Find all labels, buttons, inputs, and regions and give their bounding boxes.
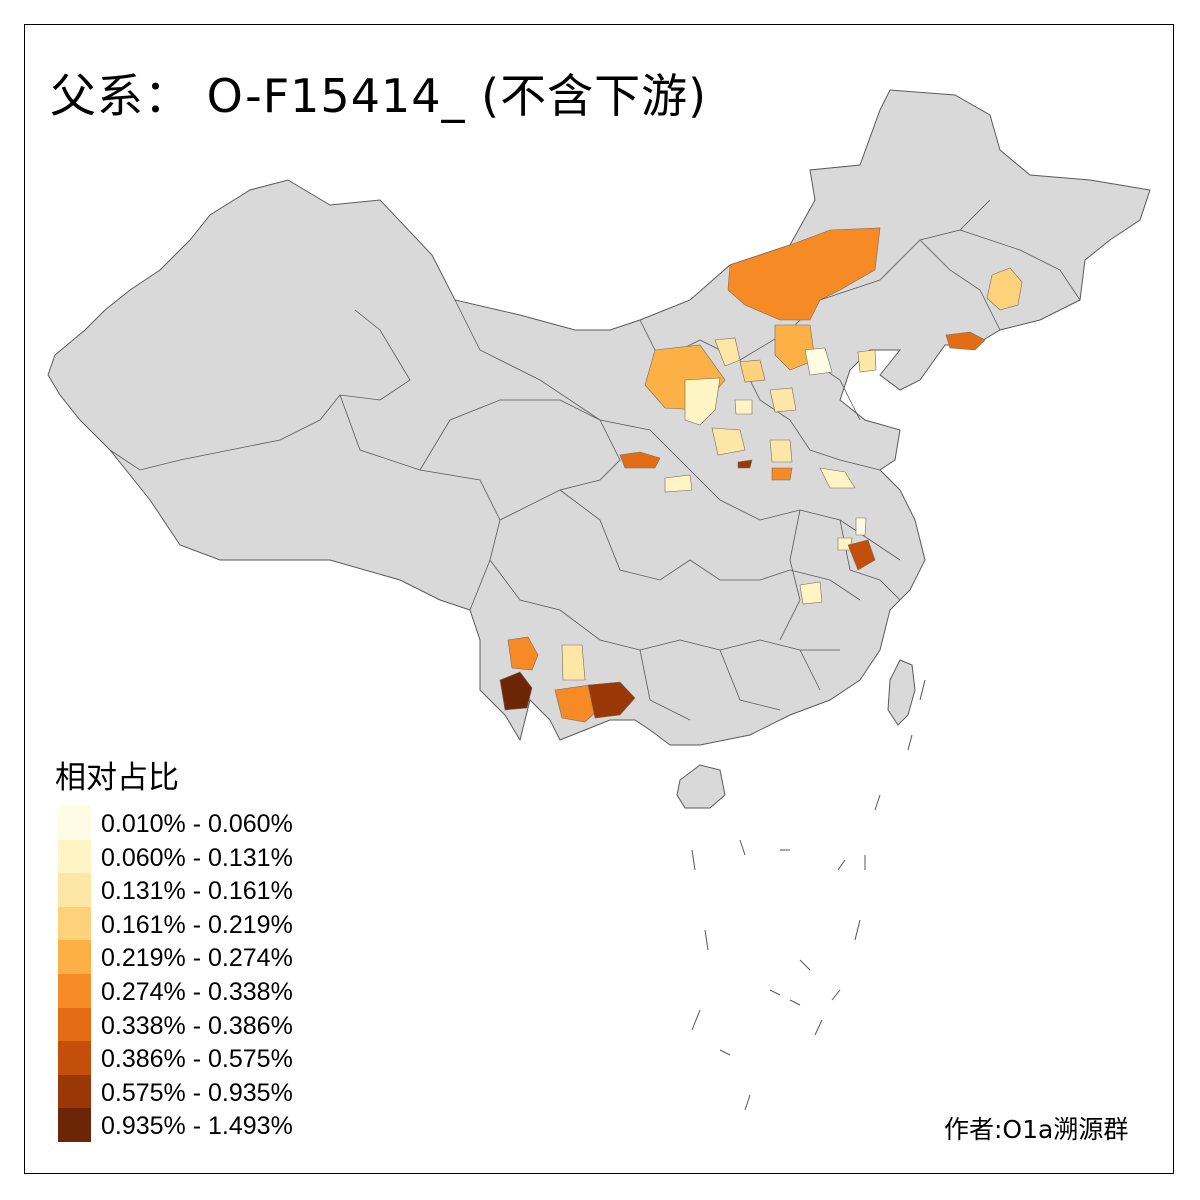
hainan-island <box>676 764 726 809</box>
island-mark <box>814 1019 823 1036</box>
region-tianjin <box>857 349 877 373</box>
region-beijing <box>804 347 833 376</box>
highlighted-regions <box>499 227 1023 723</box>
island-mark <box>799 959 811 971</box>
legend-label: 0.219% - 0.274% <box>101 944 293 973</box>
region-puer <box>561 644 586 681</box>
island-mark <box>691 1009 701 1031</box>
legend-label: 0.575% - 0.935% <box>101 1078 293 1107</box>
island-mark <box>837 859 846 871</box>
legend-label: 0.060% - 0.131% <box>101 843 293 872</box>
island-mark <box>739 839 746 856</box>
border-sichuan <box>559 489 861 601</box>
region-zhengzhou <box>771 467 793 481</box>
legend-label: 0.386% - 0.575% <box>101 1045 293 1074</box>
legend-swatch <box>58 1041 91 1075</box>
region-linfen <box>711 427 746 456</box>
legend-label: 0.274% - 0.338% <box>101 977 293 1006</box>
region-shijiazhuang <box>769 387 797 413</box>
region-hulunbuir <box>727 227 881 321</box>
island-mark <box>744 1094 751 1111</box>
taiwan-island <box>887 659 916 726</box>
region-xuancheng <box>847 539 876 571</box>
legend-swatch <box>58 906 91 941</box>
border-xinjiang <box>109 309 411 471</box>
border-northeast <box>919 229 1081 331</box>
legend-label: 0.010% - 0.060% <box>101 810 293 838</box>
region-nm-south <box>774 324 816 371</box>
island-mark <box>719 1049 731 1056</box>
legend-label: 0.161% - 0.219% <box>101 910 293 939</box>
region-baoshan <box>507 636 539 671</box>
island-mark <box>854 919 861 941</box>
island-mark <box>874 794 881 811</box>
mainland-outline <box>47 89 1151 746</box>
region-xishuangbanna <box>554 684 599 723</box>
region-hohhot <box>714 337 741 367</box>
region-pingliang <box>619 451 661 469</box>
legend-swatch <box>58 973 91 1008</box>
legend-swatch <box>58 839 91 874</box>
author-credit: 作者:O1a溯源群 <box>944 1115 1129 1144</box>
region-handan <box>769 439 793 463</box>
legend-swatch <box>58 1074 91 1109</box>
region-dehong <box>499 671 533 711</box>
region-tianshui <box>664 474 693 493</box>
region-xian <box>737 459 753 469</box>
island-mark <box>704 929 709 951</box>
island-mark <box>789 999 801 1006</box>
legend-label: 0.935% - 1.493% <box>101 1112 293 1141</box>
region-taiyuan <box>734 399 753 415</box>
map-title: 父系： O-F15414_ (不含下游) <box>50 69 708 123</box>
region-honghe <box>587 681 636 719</box>
region-liaoning <box>945 331 986 351</box>
legend-swatch <box>58 940 91 974</box>
border-yunnan <box>489 559 840 651</box>
legend-label: 0.338% - 0.386% <box>101 1011 293 1040</box>
island-mark <box>769 989 781 996</box>
island-mark <box>919 679 926 701</box>
legend-swatch <box>58 1007 91 1042</box>
legend-swatch <box>58 873 91 907</box>
region-datong <box>739 359 766 383</box>
region-baotou <box>684 377 721 426</box>
region-jiangxi <box>799 581 823 605</box>
island-mark <box>907 734 913 751</box>
region-shandong <box>819 467 856 489</box>
border-south <box>639 649 821 721</box>
island-mark <box>831 989 841 1001</box>
south-sea-islands <box>691 679 926 1111</box>
legend-swatch <box>58 806 91 840</box>
legend-label: 0.131% - 0.161% <box>101 877 293 906</box>
legend-title: 相对占比 <box>55 760 179 796</box>
region-nanjing <box>855 517 867 536</box>
legend-swatch <box>58 1108 91 1142</box>
region-jilin <box>986 267 1023 311</box>
border-gansu <box>454 299 691 471</box>
island-mark <box>691 849 696 871</box>
